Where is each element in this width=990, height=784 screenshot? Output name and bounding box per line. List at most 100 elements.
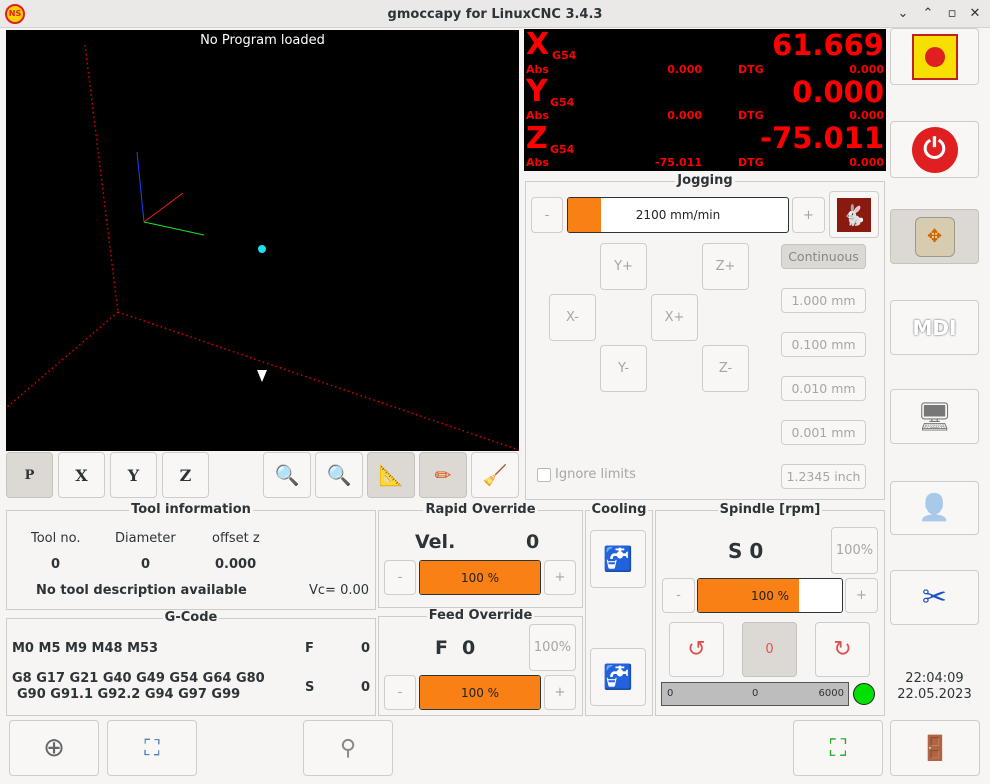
pencil-icon: ✏ — [434, 463, 452, 487]
jog-speed-plus-button[interactable]: + — [792, 197, 825, 233]
dro-panel: X G54 61.669 Abs 0.000 DTG 0.000 Y G54 0… — [524, 27, 886, 171]
estop-icon — [911, 33, 958, 80]
set-offsets-button[interactable]: ⛶ — [107, 720, 197, 776]
cooling-frame: Cooling — [585, 502, 653, 716]
gcode-s-label: S — [305, 680, 315, 695]
dro-x-dtg: 0.000 — [849, 63, 884, 76]
user-settings-icon: 👤 — [918, 493, 951, 523]
maximize-button[interactable]: ▫ — [947, 6, 957, 21]
increment-1mm[interactable]: 1.000 mm — [781, 288, 866, 313]
increment-inch[interactable]: 1.2345 inch — [781, 464, 866, 489]
mdi-icon: MDI — [912, 315, 957, 340]
preview-3d-icon — [5, 44, 520, 451]
clock-date: 22.05.2023 — [897, 687, 972, 702]
view-perspective-button[interactable]: P — [6, 452, 53, 498]
dro-z-dtg-label: DTG — [738, 156, 764, 169]
jog-z-minus-button[interactable]: Z- — [702, 345, 749, 392]
feed-reset-button[interactable]: 100% — [529, 624, 576, 671]
touch-off-button[interactable]: ⊕ — [9, 720, 99, 776]
spindle-stop-icon: 0 — [765, 642, 774, 657]
jog-z-plus-button[interactable]: Z+ — [702, 243, 749, 290]
jog-x-minus-button[interactable]: X- — [549, 294, 596, 341]
zoom-in-icon: 🔍 — [274, 463, 300, 487]
dro-x-dtg-label: DTG — [738, 63, 764, 76]
feed-value: 0 — [462, 637, 476, 659]
dro-y-dtg-label: DTG — [738, 109, 764, 122]
view-p-label: P — [24, 467, 35, 483]
feed-override-title: Feed Override — [426, 608, 535, 623]
flood-coolant-icon: 🚰 — [603, 545, 633, 573]
minimize-button[interactable]: ⌄ — [897, 6, 909, 21]
auto-mode-button[interactable]: 🖥 — [890, 389, 979, 444]
increment-0.01mm[interactable]: 0.010 mm — [781, 376, 866, 401]
tool-no-value: 0 — [51, 557, 61, 572]
feed-override-value: 100 % — [460, 685, 500, 700]
machine-power-button[interactable]: ⏻ — [890, 121, 979, 178]
dro-y-coord: G54 — [550, 96, 575, 109]
rapid-override-slider[interactable]: 100 % — [419, 560, 541, 595]
gauge-value: 0 — [752, 688, 759, 699]
jog-pad-icon: ✥ — [914, 216, 955, 257]
fullscreen-button[interactable]: ⛶ — [793, 720, 883, 776]
mist-button[interactable]: 🚰 — [590, 648, 646, 706]
settings-button[interactable]: 👤 — [890, 481, 979, 535]
view-z-button[interactable]: Z — [162, 452, 209, 498]
gcode-preview[interactable]: No Program loaded — [5, 30, 520, 451]
mdi-mode-button[interactable]: MDI — [890, 300, 979, 355]
ignore-limits-checkbox[interactable] — [537, 468, 551, 482]
rapid-override-fill — [420, 561, 540, 594]
cnc-machine-icon: 🖥 — [916, 400, 953, 433]
spindle-override-value: 100 % — [750, 588, 790, 603]
estop-button[interactable] — [890, 28, 979, 85]
spindle-minus-button[interactable]: - — [662, 578, 695, 613]
offset-z-header: offset z — [212, 531, 260, 546]
window-title: gmoccapy for LinuxCNC 3.4.3 — [387, 7, 603, 22]
feed-override-slider[interactable]: 100 % — [419, 675, 541, 710]
jog-speed-fill — [568, 198, 601, 232]
rabbit-icon: 🐇 — [837, 197, 871, 232]
feed-plus-button[interactable]: + — [544, 675, 576, 710]
flood-button[interactable]: 🚰 — [590, 530, 646, 588]
manual-mode-button[interactable]: ✥ — [890, 209, 979, 264]
mist-coolant-icon: 🚰 — [603, 663, 633, 691]
spindle-speed: S 0 — [728, 539, 764, 563]
close-button[interactable]: ✕ — [969, 6, 981, 21]
jog-speed-toggle-button[interactable]: 🐇 — [829, 191, 879, 238]
feed-minus-button[interactable]: - — [384, 675, 416, 710]
rapid-minus-button[interactable]: - — [384, 560, 416, 595]
ruler-icon: 📐 — [378, 463, 404, 487]
zoom-in-button[interactable]: 🔍 — [263, 452, 311, 498]
fullscreen-icon: ⛶ — [829, 734, 847, 762]
jog-y-plus-button[interactable]: Y+ — [600, 243, 647, 290]
rapid-plus-button[interactable]: + — [544, 560, 576, 595]
increment-0.001mm[interactable]: 0.001 mm — [781, 420, 866, 445]
jog-x-plus-button[interactable]: X+ — [651, 294, 698, 341]
spindle-forward-button[interactable]: ↺ — [669, 622, 724, 677]
rapid-override-frame: Rapid Override — [378, 502, 583, 608]
jog-y-minus-button[interactable]: Y- — [600, 345, 647, 392]
clear-plot-button[interactable]: 🧹 — [471, 452, 519, 498]
tool-settings-button[interactable]: ✂ — [890, 570, 979, 625]
spindle-reset-button[interactable]: 100% — [831, 527, 878, 574]
jog-speed-slider[interactable]: 2100 mm/min — [567, 197, 789, 233]
spindle-override-fill — [698, 579, 799, 612]
spindle-override-slider[interactable]: 100 % — [697, 578, 843, 613]
velocity-label: Vel. — [415, 531, 456, 553]
spindle-plus-button[interactable]: + — [845, 578, 878, 613]
spindle-stop-button[interactable]: 0 — [742, 622, 797, 677]
increment-0.1mm[interactable]: 0.100 mm — [781, 332, 866, 357]
change-tool-button[interactable]: ⚲ — [303, 720, 393, 776]
show-dimensions-button[interactable]: 📐 — [367, 452, 415, 498]
show-tool-path-button[interactable]: ✏ — [419, 452, 467, 498]
increment-continuous[interactable]: Continuous — [781, 244, 866, 269]
restore-button[interactable]: ⌃ — [922, 6, 934, 21]
dro-x-axis: X — [526, 27, 550, 62]
jog-speed-minus-button[interactable]: - — [531, 197, 563, 233]
dro-y-abs-label: Abs — [526, 109, 549, 122]
exit-button[interactable]: 🚪 — [890, 720, 980, 776]
spindle-frame: Spindle [rpm] — [655, 502, 885, 716]
zoom-out-button[interactable]: 🔍 — [315, 452, 363, 498]
view-x-button[interactable]: X — [58, 452, 105, 498]
view-y-button[interactable]: Y — [110, 452, 157, 498]
spindle-reverse-button[interactable]: ↻ — [815, 622, 870, 677]
